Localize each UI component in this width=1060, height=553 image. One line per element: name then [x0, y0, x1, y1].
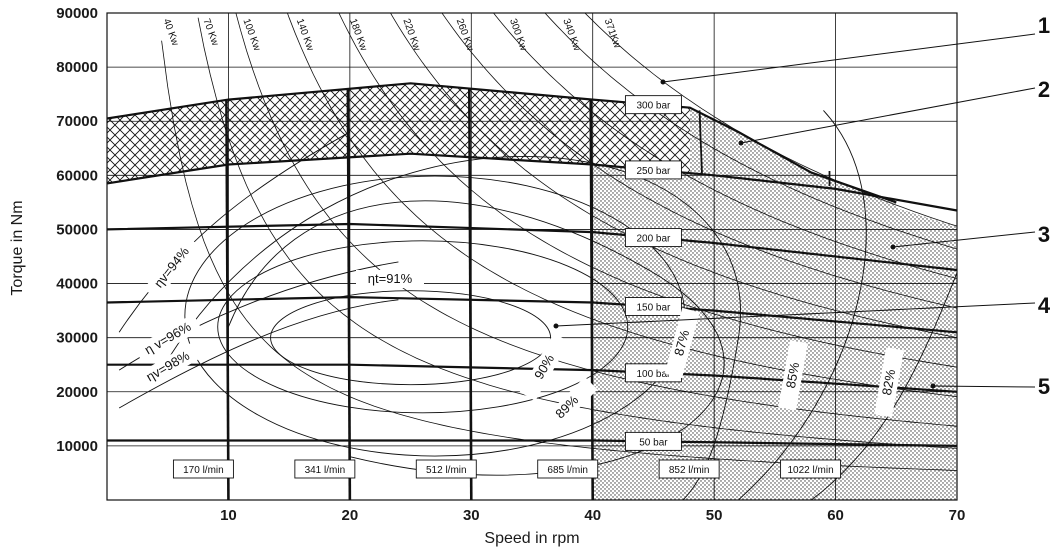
flow-line: [346, 88, 352, 501]
x-tick-label: 10: [220, 507, 237, 524]
axes: 10 20 30 40 50 60 70 10000 20000 30000 40000 50000 6…: [56, 5, 965, 524]
y-tick-label: 50000: [56, 221, 98, 238]
pressure-label-box: [624, 160, 682, 180]
y-tick-label: 60000: [56, 167, 98, 184]
callout-number: 1: [1038, 13, 1050, 38]
pressure-label: 200 bar: [636, 234, 671, 245]
power-curve: [493, 13, 957, 279]
pressure-line: [106, 222, 958, 272]
power-curve: [338, 13, 957, 368]
x-tick-label: 60: [827, 507, 844, 524]
power-curve: [286, 13, 957, 398]
flow-label-box: [415, 459, 477, 479]
flow-label-box: [780, 459, 842, 479]
y-tick-label: 40000: [56, 276, 98, 293]
flow-label: 685 l/min: [547, 465, 588, 476]
power-label: 300 Kw: [507, 17, 529, 53]
callout-leader: [555, 302, 1036, 327]
pressure-label: 100 bar: [636, 369, 671, 380]
power-label: 140 Kw: [294, 17, 316, 53]
power-curve: [235, 13, 957, 427]
efficiency-label: 87%: [671, 328, 692, 357]
power-label: 40 Kw: [160, 17, 180, 48]
x-tick-label: 50: [706, 507, 723, 524]
x-axis-title: Speed in rpm: [484, 530, 579, 547]
pressure-line: [106, 152, 958, 212]
x-tick-label: 40: [584, 507, 601, 524]
flow-line: [698, 110, 703, 176]
callout-leader: [662, 33, 1036, 83]
efficiency-contour: [738, 110, 867, 500]
callout-number: 2: [1038, 77, 1050, 102]
efficiency-label: 85%: [783, 361, 802, 390]
volumetric-label-bg: [143, 235, 200, 300]
callout-number: 3: [1038, 222, 1050, 247]
y-tick-label: 20000: [56, 384, 98, 401]
flow-label-box: [294, 459, 356, 479]
flow-label: 1022 l/min: [788, 465, 834, 476]
x-tick-label: 30: [463, 507, 480, 524]
callout-leader: [740, 87, 1036, 144]
flow-label: 852 l/min: [669, 465, 710, 476]
efficiency-label-bg: [356, 270, 424, 288]
y-tick-label: 80000: [56, 59, 98, 76]
flow-label-box: [537, 459, 599, 479]
volumetric-line: [118, 299, 399, 409]
efficiency-label: 82%: [879, 368, 898, 397]
pressure-label: 50 bar: [639, 437, 668, 448]
x-tick-label: 20: [342, 507, 359, 524]
power-curve: [544, 13, 957, 250]
flow-line: [225, 99, 230, 501]
pressure-label: 250 bar: [636, 166, 671, 177]
pressure-label: 300 bar: [636, 101, 671, 112]
power-curves: [161, 13, 957, 471]
volumetric-line: [118, 131, 351, 333]
efficiency-label: ηt=91%: [368, 271, 413, 286]
efficiency-contour: [270, 290, 552, 386]
flow-label: 512 l/min: [426, 465, 467, 476]
callout-number: 5: [1038, 374, 1050, 399]
efficiency-label-bg: [519, 333, 570, 401]
pressure-label-box: [624, 95, 682, 115]
volumetric-label-bg: [134, 341, 202, 392]
x-tick-label: 70: [949, 507, 966, 524]
callout-leader: [892, 231, 1036, 248]
pressure-label-box: [624, 228, 682, 248]
pressure-label: 150 bar: [636, 303, 671, 314]
efficiency-contour: [155, 156, 741, 500]
y-tick-label: 90000: [56, 5, 98, 22]
flow-label-box: [172, 459, 234, 479]
flow-line: [467, 88, 473, 501]
y-tick-label: 10000: [56, 438, 98, 455]
flow-label-box: [658, 459, 720, 479]
y-tick-label: 30000: [56, 330, 98, 347]
callouts: 1 2 3 4 5: [553, 13, 1051, 399]
efficiency-label-bg: [778, 340, 808, 411]
flow-lines: 170 l/min 341 l/min 512 l/min 685 l/min 852 …: [172, 88, 842, 501]
operating-region-shading: [107, 83, 957, 500]
pressure-label-box: [624, 431, 682, 451]
flow-line: [589, 99, 595, 501]
power-label: 340 Kw: [560, 17, 582, 53]
efficiency-label-bg: [664, 307, 700, 379]
power-label: 100 Kw: [240, 17, 262, 53]
efficiency-label-bg: [536, 376, 598, 438]
callout-leader: [932, 385, 1036, 388]
plot-frame: [106, 12, 958, 501]
volumetric-label-bg: [134, 313, 202, 364]
flow-label: 170 l/min: [183, 465, 224, 476]
y-tick-label: 70000: [56, 113, 98, 130]
flow-label: 341 l/min: [305, 465, 346, 476]
power-curve: [441, 13, 957, 309]
power-label: 260 Kw: [454, 17, 476, 53]
efficiency-contour: [217, 240, 629, 414]
pressure-label-box: [624, 297, 682, 317]
power-curve: [390, 13, 957, 338]
efficiency-label-bg: [874, 347, 904, 418]
power-label: 371Kw: [602, 17, 623, 50]
callout-number: 4: [1038, 293, 1051, 318]
y-axis-title: Torque in Nm: [9, 200, 26, 295]
